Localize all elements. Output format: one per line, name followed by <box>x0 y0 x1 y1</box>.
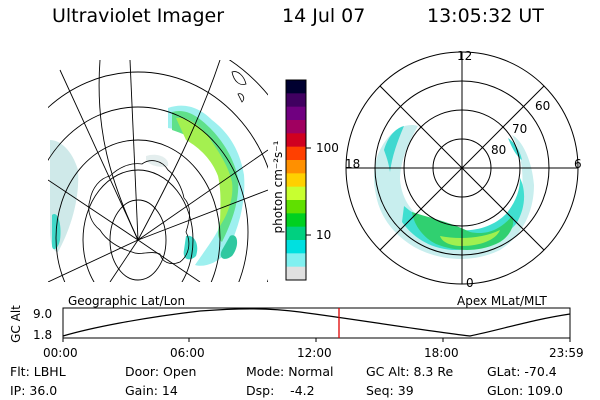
colorbar-frame <box>285 79 307 281</box>
colorbar-segment <box>286 133 306 148</box>
colorbar-segment <box>286 226 306 241</box>
colorbar-unit: photon cm⁻²s⁻¹ <box>271 140 285 234</box>
colorbar-segment <box>286 213 306 228</box>
altitude-ytick-low: 1.8 <box>33 328 53 342</box>
polar-map <box>373 125 534 259</box>
right-panel-label: Apex MLat/MLT <box>457 294 547 308</box>
polar-grid <box>345 51 579 285</box>
filter-info: Flt: LBHL <box>10 364 66 379</box>
mlt-label-6: 6 <box>574 157 582 171</box>
altitude-ylabel: GC Alt <box>9 305 23 343</box>
glon-info: GLon: 109.0 <box>487 383 563 398</box>
colorbar-segment <box>286 186 306 201</box>
colorbar-segment <box>286 160 306 174</box>
aurora-polar <box>373 125 534 259</box>
colorbar-segment <box>286 173 306 188</box>
x-tick-1800: 18:00 <box>424 346 459 360</box>
mlt-label-12: 12 <box>457 49 473 63</box>
x-tick-0600: 06:00 <box>170 346 205 360</box>
gc-alt-info: GC Alt: 8.3 Re <box>366 364 454 379</box>
colorbar-tick-10: 10 <box>316 228 332 242</box>
date-label: 14 Jul 07 <box>282 5 366 27</box>
ip-info: IP: 36.0 <box>10 383 58 398</box>
mlat-label-70: 70 <box>512 122 528 136</box>
colorbar-segment <box>286 200 306 214</box>
geographic-map <box>48 60 268 282</box>
colorbar-segment <box>286 253 306 268</box>
colorbar-segment <box>286 240 306 254</box>
door-info: Door: Open <box>125 364 197 379</box>
x-tick-2359: 23:59 <box>549 346 584 360</box>
altitude-plot <box>62 307 571 342</box>
colorbar-segment <box>286 266 306 281</box>
colorbar-segment <box>286 106 306 121</box>
gain-info: Gain: 14 <box>125 383 178 398</box>
glat-info: GLat: -70.4 <box>487 364 557 379</box>
mode-info: Mode: Normal <box>246 364 334 379</box>
x-tick-0000: 00:00 <box>43 346 78 360</box>
colorbar-segment <box>286 93 306 108</box>
x-tick-1200: 12:00 <box>297 346 332 360</box>
aurora-geographic <box>50 105 245 266</box>
seq-info: Seq: 39 <box>366 383 414 398</box>
colorbar-tick-100: 100 <box>316 141 339 155</box>
colorbar-segment <box>286 120 306 134</box>
dsp-info: Dsp: -4.2 <box>246 383 315 398</box>
colorbar-segment <box>286 146 306 161</box>
mlat-label-80: 80 <box>491 143 507 157</box>
time-label: 13:05:32 UT <box>427 5 544 27</box>
colorbar <box>286 80 306 281</box>
altitude-curve <box>62 308 571 337</box>
mlt-label-0: 0 <box>466 276 474 290</box>
altitude-ytick-high: 9.0 <box>33 307 53 321</box>
left-panel-label: Geographic Lat/Lon <box>68 294 186 308</box>
mlt-label-18: 18 <box>345 157 361 171</box>
mlat-label-60: 60 <box>535 99 551 113</box>
colorbar-segment <box>286 80 306 94</box>
app-title: Ultraviolet Imager <box>52 5 225 27</box>
